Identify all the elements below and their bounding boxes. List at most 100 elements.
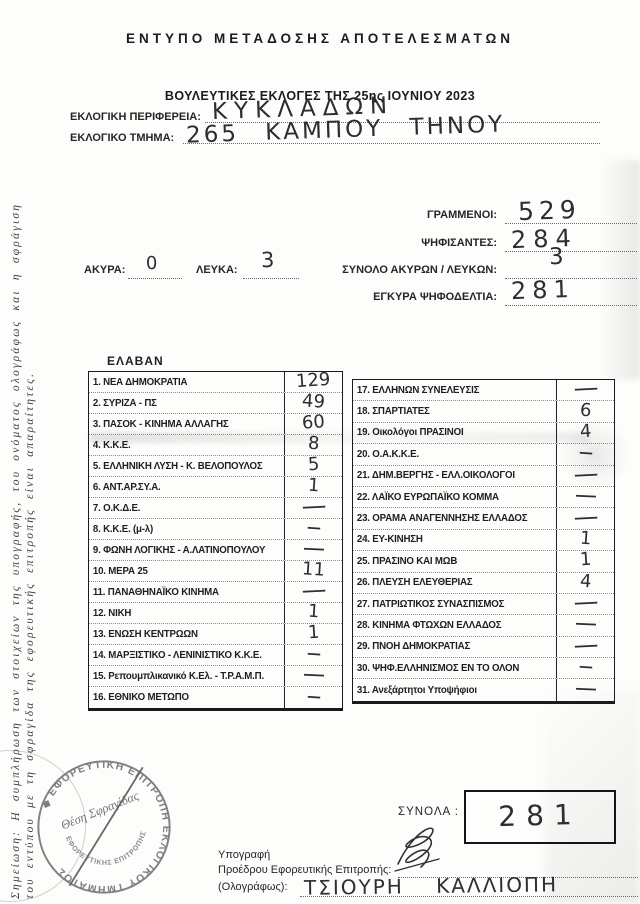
scan-smudge: [600, 160, 640, 380]
vote-count-handwritten: —: [571, 508, 600, 527]
registered-label: ΓΡΑΜΜΕΝΟΙ:: [427, 209, 497, 221]
registered-dotted-line: [505, 223, 637, 224]
vote-count-handwritten: 5: [307, 453, 320, 476]
vote-count-handwritten: 8: [307, 432, 320, 455]
party-name: 30. ΨΗΦ.ΕΛΛΗΝΙΣΜΟΣ ΕΝ ΤΟ ΟΛΟΝ: [356, 662, 520, 674]
voted-value-handwritten: 284: [510, 223, 579, 255]
party-name: 18. ΣΠΑΡΤΙΑΤΕΣ: [356, 406, 430, 418]
party-name: 21. ΔΗΜ.ΒΕΡΓΗΣ - ΕΛΛ.ΟΙΚΟΛΟΓΟΙ: [356, 470, 515, 482]
result-row: 1. ΝΕΑ ΔΗΜΟΚΡΑΤΙΑ 129: [89, 369, 342, 393]
vote-cell: 1: [556, 548, 614, 572]
vote-cell: 1: [284, 621, 342, 644]
vote-cell: —: [556, 615, 614, 636]
vote-cell: 4: [556, 421, 614, 444]
party-name: 27. ΠΑΤΡΙΩΤΙΚΟΣ ΣΥΝΑΣΠΙΣΜΟΣ: [356, 598, 505, 610]
result-row: 13. ΕΝΩΣΗ ΚΕΝΤΡΩΩΝ 1: [89, 621, 342, 645]
party-name: 31. Ανεξάρτητοι Υποψήφιοι: [356, 684, 477, 696]
vote-count-handwritten: 49: [301, 390, 326, 413]
party-name: 5. ΕΛΛΗΝΙΚΗ ΛΥΣΗ - Κ. ΒΕΛΟΠΟΥΛΟΣ: [92, 460, 263, 472]
result-row: 29. ΠΝΟΗ ΔΗΜΟΚΡΑΤΙΑΣ —: [353, 636, 614, 659]
vote-cell: 1: [284, 474, 342, 497]
result-row: 5. ΕΛΛΗΝΙΚΗ ΛΥΣΗ - Κ. ΒΕΛΟΠΟΥΛΟΣ 5: [89, 453, 342, 477]
vote-cell: 6: [556, 399, 614, 422]
vote-cell: —: [556, 444, 614, 465]
vote-cell: —: [556, 636, 614, 658]
result-row: 6. ΑΝΤ.ΑΡ.ΣΥ.Α. 1: [89, 474, 342, 498]
result-row: 15. Ρεπουμπλικανικό Κ.Ελ. - Τ.Ρ.Α.Μ.Π. —: [89, 666, 342, 687]
party-name: 12. ΝΙΚΗ: [92, 607, 132, 619]
result-row: 16. ΕΘΝΙΚΟ ΜΕΤΩΠΟ —: [89, 687, 342, 708]
result-row: 12. ΝΙΚΗ 1: [89, 600, 342, 624]
vote-cell: —: [284, 498, 342, 518]
vote-cell: —: [284, 687, 342, 708]
stamp-place-of-seal-text: Θέση Σφραγίδας: [59, 788, 142, 832]
party-name: 6. ΑΝΤ.ΑΡ.ΣΥ.Α.: [92, 481, 161, 493]
party-name: 11. ΠΑΝΑΘΗΝΑΪΚΟ ΚΙΝΗΜΑ: [92, 586, 219, 598]
vote-cell: —: [284, 582, 342, 602]
party-name: 15. Ρεπουμπλικανικό Κ.Ελ. - Τ.Ρ.Α.Μ.Π.: [92, 670, 264, 682]
vote-cell: 11: [284, 558, 342, 581]
vote-count-handwritten: —: [301, 540, 326, 558]
party-name: 20. Ο.Α.Κ.Κ.Ε.: [356, 448, 419, 460]
vote-cell: —: [284, 645, 342, 665]
stamp-ring-text: ◆ ΕΦΟΡΕΥΤΙΚΗ ΕΠΙΤΡΟΠΗ ΕΚΛΟΓΙΚΟΥ ΤΜΗΜΑΤΟΣ: [33, 747, 184, 904]
totals-label: ΣΥΝΟΛΑ :: [398, 806, 459, 818]
valid-ballots-dotted-line: [505, 305, 637, 306]
invalid-blank-total-label: ΣΥΝΟΛΟ ΑΚΥΡΩΝ / ΛΕΥΚΩΝ:: [342, 264, 497, 276]
station-label: ΕΚΛΟΓΙΚΟ ΤΜΗΜΑ:: [70, 132, 175, 144]
result-row: 19. Οικολόγοι ΠΡΑΣΙΝΟΙ 4: [353, 421, 614, 445]
vote-count-handwritten: 1: [307, 600, 320, 623]
voted-dotted-line: [505, 251, 637, 252]
signature-caption-line1: Υπογραφή: [218, 849, 271, 861]
vote-cell: —: [284, 666, 342, 686]
form-title: ΕΝΤΥΠΟ ΜΕΤΑΔΟΣΗΣ ΑΠΟΤΕΛΕΣΜΑΤΩΝ: [125, 31, 515, 46]
committee-stamp: ◆ ΕΦΟΡΕΥΤΙΚΗ ΕΠΙΤΡΟΠΗ ΕΚΛΟΓΙΚΟΥ ΤΜΗΜΑΤΟΣ…: [33, 747, 184, 904]
blank-label: ΛΕΥΚΑ:: [196, 264, 238, 276]
invalid-value-handwritten: 0: [145, 252, 158, 275]
result-row: 27. ΠΑΤΡΙΩΤΙΚΟΣ ΣΥΝΑΣΠΙΣΜΟΣ —: [353, 593, 614, 616]
result-row: 17. ΕΛΛΗΝΩΝ ΣΥΝΕΛΕΥΣΙΣ —: [353, 380, 614, 402]
district-label: ΕΚΛΟΓΙΚΗ ΠΕΡΙΦΕΡΕΙΑ:: [70, 111, 201, 123]
vote-cell: —: [556, 593, 614, 615]
party-name: 23. ΟΡΑΜΑ ΑΝΑΓΕΝΝΗΣΗΣ ΕΛΛΑΔΟΣ: [356, 513, 528, 525]
signature-caption-line3: (Ολογράφως):: [218, 881, 288, 893]
vote-cell: —: [556, 380, 614, 401]
vote-count-handwritten: —: [577, 658, 594, 676]
vote-cell: 60: [284, 411, 342, 434]
vote-cell: 49: [284, 390, 342, 413]
blank-value-handwritten: 3: [260, 247, 275, 273]
party-name: 28. ΚΙΝΗΜΑ ΦΤΩΧΩΝ ΕΛΛΑΔΟΣ: [356, 619, 502, 631]
svg-text:◆ ΕΦΟΡΕΥΤΙΚΗ ΕΠΙΤΡΟΠΗ ΕΚΛΟΓΙΚΟ: ◆ ΕΦΟΡΕΥΤΙΚΗ ΕΠΙΤΡΟΠΗ ΕΚΛΟΓΙΚΟΥ ΤΜΗΜΑΤΟΣ: [33, 747, 184, 904]
party-name: 2. ΣΥΡΙΖΑ - ΠΣ: [92, 397, 157, 409]
vote-count-handwritten: 1: [307, 621, 320, 644]
invalid-label: ΑΚΥΡΑ:: [84, 264, 126, 276]
party-name: 25. ΠΡΑΣΙΝΟ ΚΑΙ ΜΩΒ: [356, 555, 458, 567]
result-row: 23. ΟΡΑΜΑ ΑΝΑΓΕΝΝΗΣΗΣ ΕΛΛΑΔΟΣ —: [353, 508, 614, 530]
valid-ballots-label: ΕΓΚΥΡΑ ΨΗΦΟΔΕΛΤΙΑ:: [373, 291, 497, 303]
district-dotted-line: [205, 122, 600, 123]
vote-count-handwritten: —: [299, 498, 328, 516]
vote-cell: —: [556, 465, 614, 486]
vote-count-handwritten: 1: [307, 474, 320, 497]
vote-cell: —: [284, 519, 342, 539]
result-row: 9. ΦΩΝΗ ΛΟΓΙΚΗΣ - Α.ΛΑΤΙΝΟΠΟΥΛΟΥ —: [89, 540, 342, 561]
vote-count-handwritten: —: [301, 666, 326, 684]
vote-count-handwritten: 4: [579, 570, 592, 593]
vote-cell: —: [556, 486, 614, 508]
party-name: 29. ΠΝΟΗ ΔΗΜΟΚΡΑΤΙΑΣ: [356, 641, 471, 653]
blank-dotted-line: [243, 278, 299, 279]
result-row: 3. ΠΑΣΟΚ - ΚΙΝΗΜΑ ΑΛΛΑΓΗΣ 60: [89, 411, 342, 435]
result-row: 4. Κ.Κ.Ε. 8: [89, 432, 342, 456]
vote-cell: 1: [556, 528, 614, 551]
result-row: 28. ΚΙΝΗΜΑ ΦΤΩΧΩΝ ΕΛΛΑΔΟΣ —: [353, 615, 614, 637]
result-row: 2. ΣΥΡΙΖΑ - ΠΣ 49: [89, 390, 342, 414]
vote-count-handwritten: —: [571, 466, 600, 484]
registered-value-handwritten: 529: [517, 194, 582, 227]
result-row: 31. Ανεξάρτητοι Υποψήφιοι —: [353, 679, 614, 701]
party-name: 16. ΕΘΝΙΚΟ ΜΕΤΩΠΟ: [92, 692, 189, 703]
stamp-inner-arc-text: ΕΦΟΡΕΥΤΙΚΗΣ ΕΠΙΤΡΟΠΗΣ: [64, 819, 154, 875]
party-name: 13. ΕΝΩΣΗ ΚΕΝΤΡΩΩΝ: [92, 628, 198, 640]
station-dotted-line: [183, 143, 600, 144]
vote-count-handwritten: 1: [579, 548, 592, 571]
result-row: 30. ΨΗΦ.ΕΛΛΗΝΙΣΜΟΣ ΕΝ ΤΟ ΟΛΟΝ —: [353, 658, 614, 680]
